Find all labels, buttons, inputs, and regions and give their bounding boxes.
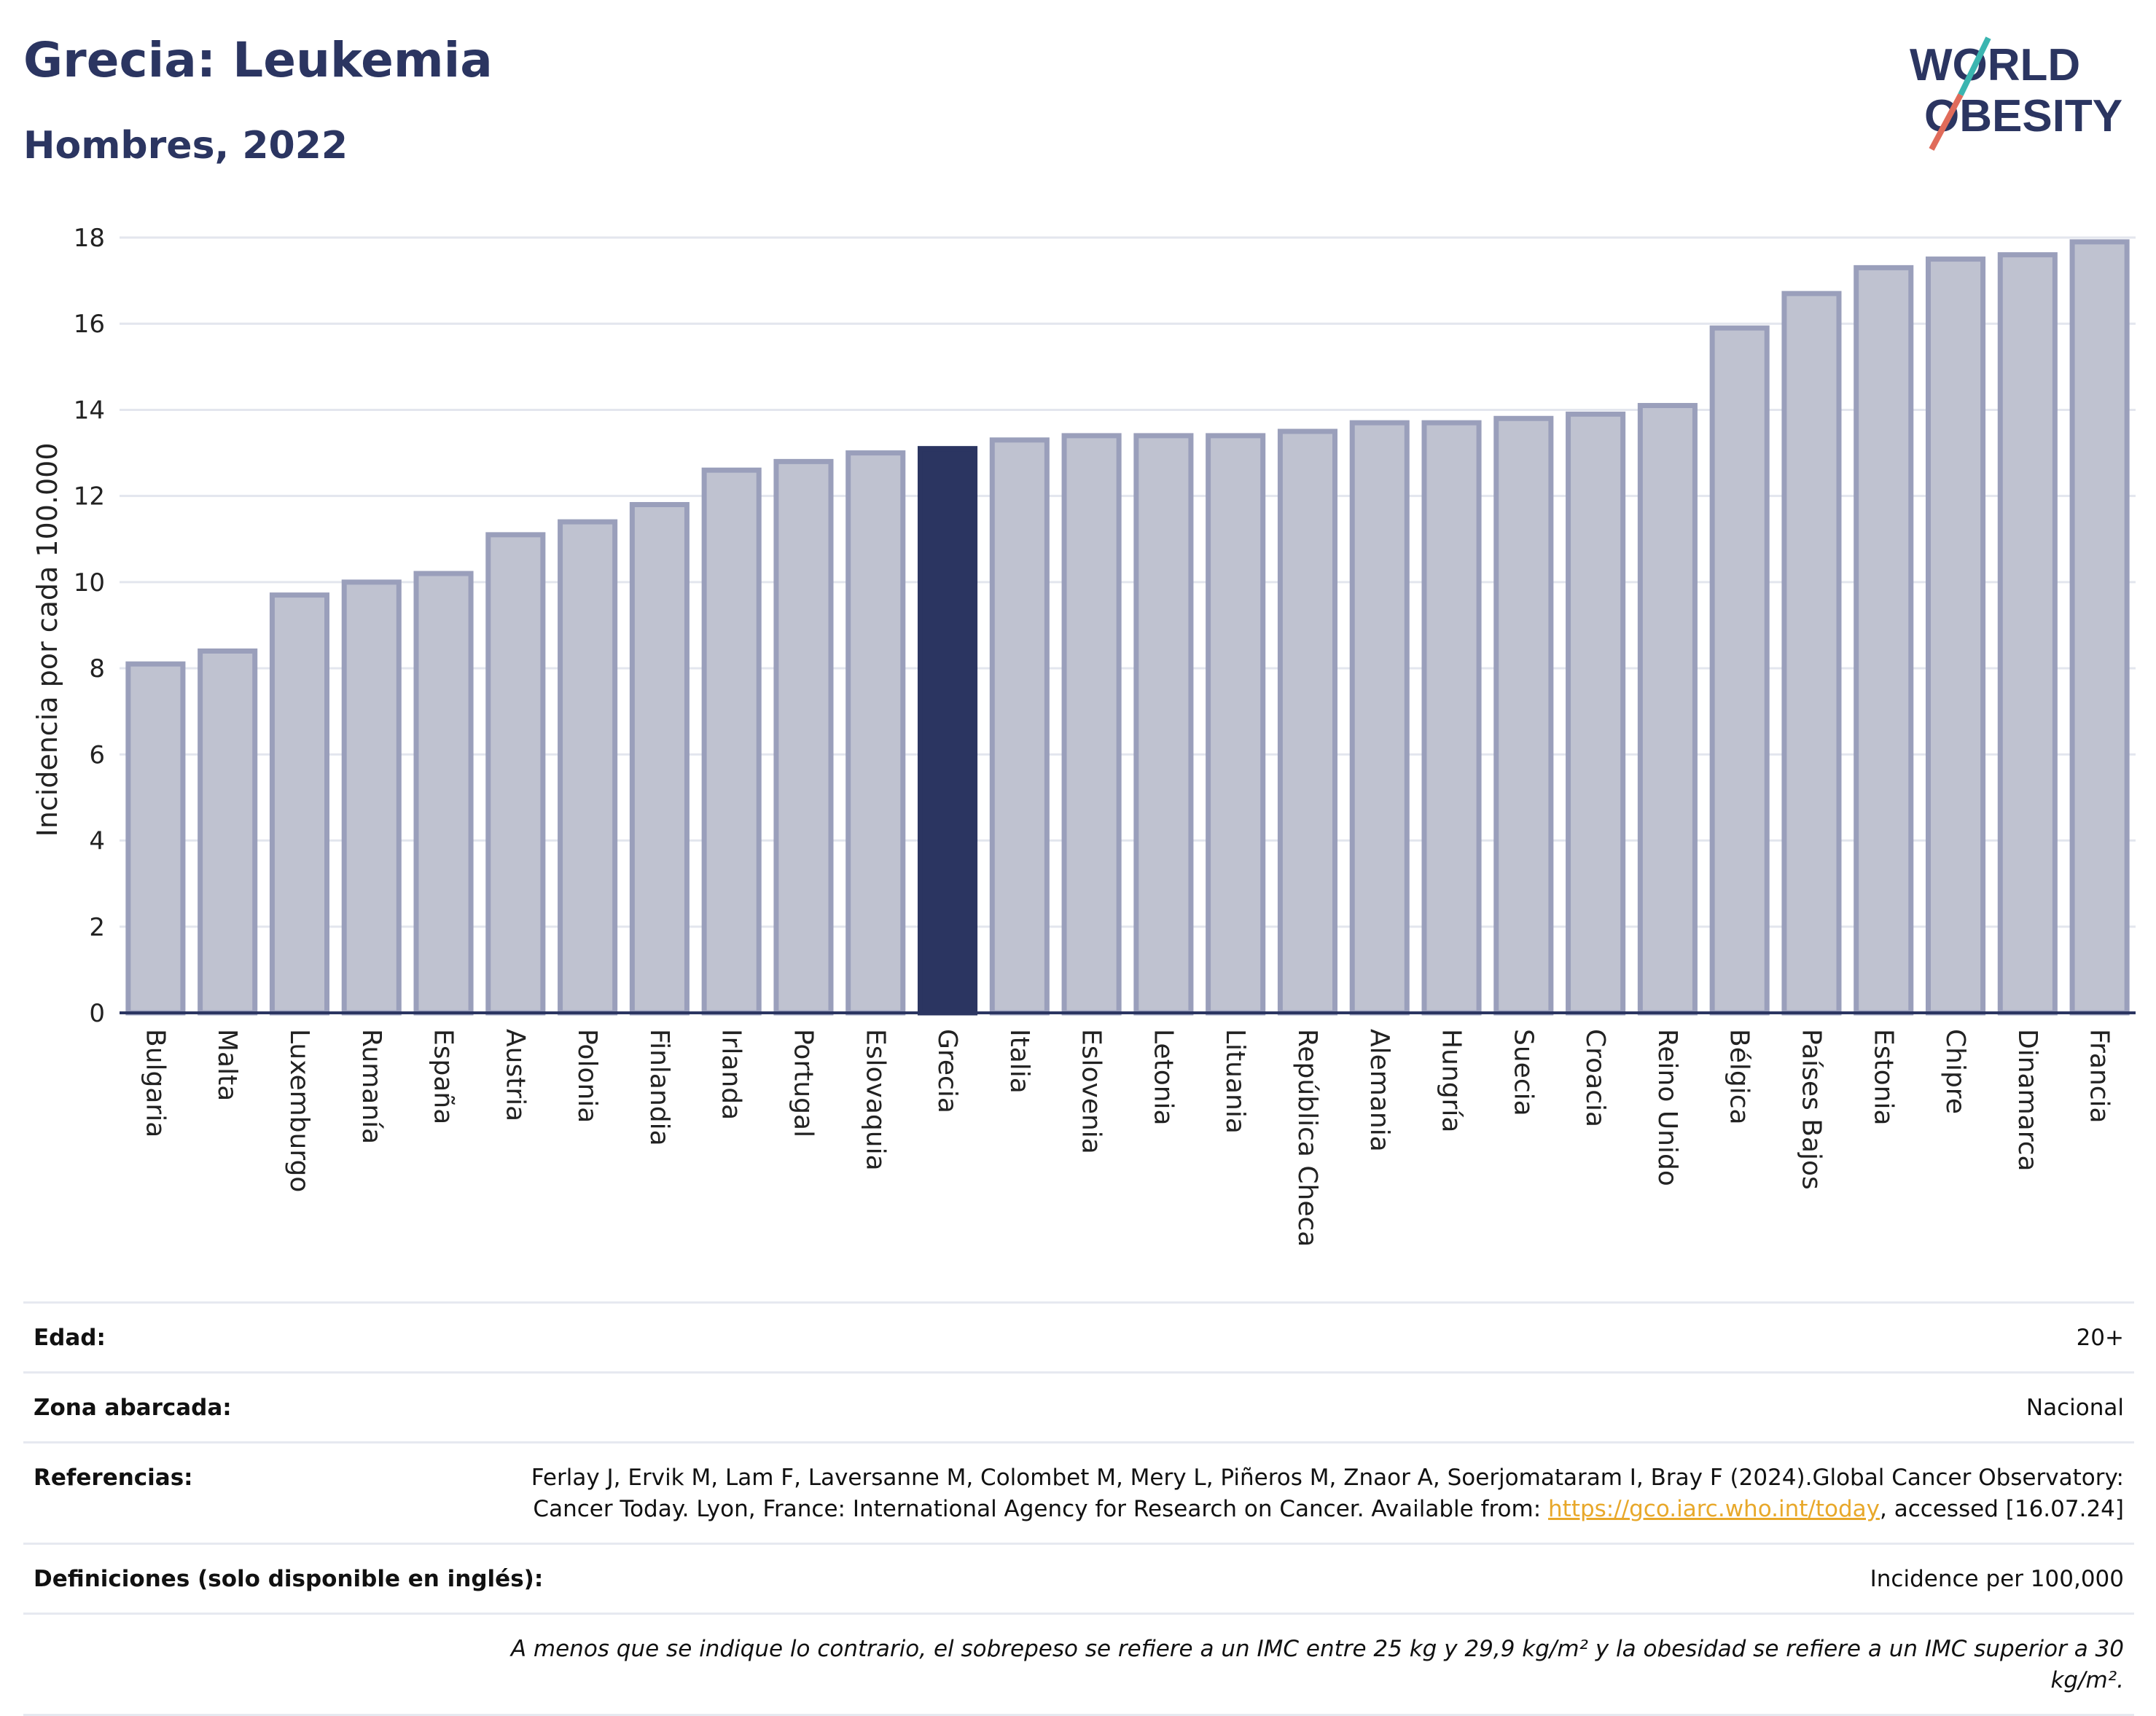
- footnote: A menos que se indique lo contrario, el …: [510, 1636, 2124, 1693]
- y-tick-label: 12: [74, 482, 105, 512]
- y-tick-label: 14: [74, 396, 105, 425]
- bar-suecia: [1493, 415, 1554, 1016]
- y-tick-label: 18: [74, 224, 105, 253]
- bar-finlandia: [629, 501, 690, 1016]
- world-obesity-logo: WORLD OBESITY: [1910, 36, 2122, 151]
- x-tick-label: Reino Unido: [1652, 1029, 1682, 1186]
- meta-row-definiciones: Definiciones (solo disponible en inglés)…: [23, 1543, 2134, 1613]
- x-tick-label: Eslovenia: [1077, 1029, 1106, 1154]
- y-tick-label: 6: [89, 740, 105, 769]
- bar-dinamarca: [1997, 252, 2058, 1016]
- bar-eslovaquia: [845, 450, 906, 1016]
- bar-polonia: [558, 519, 618, 1016]
- bar-eslovenia: [1061, 433, 1122, 1016]
- x-tick-label: Francia: [2085, 1029, 2114, 1124]
- x-tick-label: Croacia: [1580, 1029, 1610, 1127]
- meta-row-zona: Zona abarcada: Nacional: [23, 1371, 2134, 1441]
- x-tick-label: Estonia: [1868, 1029, 1898, 1126]
- bar-luxemburgo: [269, 592, 330, 1016]
- bar-hungría: [1421, 420, 1482, 1016]
- edad-label: Edad:: [34, 1325, 106, 1351]
- bar-croacia: [1566, 411, 1626, 1016]
- y-tick-label: 0: [89, 999, 105, 1028]
- bar-rumanía: [341, 579, 402, 1016]
- def-value: Incidence per 100,000: [1870, 1566, 2124, 1592]
- zona-value: Nacional: [2026, 1395, 2124, 1421]
- y-tick-label: 8: [89, 654, 105, 683]
- y-tick-label: 4: [89, 827, 105, 856]
- meta-row-edad: Edad: 20+: [23, 1301, 2134, 1371]
- logo-slash-teal: [1958, 36, 1991, 96]
- x-tick-label: República Checa: [1292, 1029, 1322, 1247]
- bar-irlanda: [701, 467, 762, 1016]
- x-tick-label: Malta: [212, 1029, 242, 1101]
- x-tick-label: Portugal: [788, 1029, 818, 1137]
- logo-line2: OBESITY: [1924, 91, 2122, 141]
- def-label: Definiciones (solo disponible en inglés)…: [34, 1566, 544, 1592]
- y-axis-label: Incidencia por cada 100.000: [31, 442, 63, 837]
- bar-lituania: [1206, 433, 1266, 1016]
- bar-república-checa: [1277, 428, 1338, 1016]
- x-tick-label: Rumanía: [356, 1029, 386, 1144]
- x-tick-label: Italia: [1004, 1029, 1034, 1094]
- bar-portugal: [773, 458, 834, 1016]
- y-tick-label: 16: [74, 310, 105, 339]
- ref-text-1: Ferlay J, Ervik M, Lam F, Laversanne M, …: [531, 1465, 2124, 1522]
- bar-grecia: [917, 446, 978, 1016]
- x-tick-label: Eslovaquia: [860, 1029, 890, 1171]
- x-tick-label: Lituania: [1220, 1029, 1250, 1134]
- zona-label: Zona abarcada:: [34, 1395, 232, 1421]
- logo-slash-red: [1929, 93, 1964, 151]
- ref-link[interactable]: https://gco.iarc.who.int/today: [1548, 1496, 1880, 1522]
- x-tick-label: Finlandia: [644, 1029, 674, 1146]
- x-tick-label: Luxemburgo: [284, 1029, 314, 1192]
- x-tick-label: España: [429, 1029, 458, 1124]
- ref-label: Referencias:: [34, 1465, 193, 1491]
- x-tick-label: Chipre: [1940, 1029, 1970, 1114]
- page-title: Grecia: Leukemia: [23, 32, 493, 88]
- bar-chipre: [1925, 256, 1986, 1016]
- page-subtitle: Hombres, 2022: [23, 124, 348, 168]
- x-tick-label: Suecia: [1508, 1029, 1538, 1116]
- x-tick-label: Austria: [500, 1029, 530, 1121]
- bar-países-bajos: [1781, 291, 1842, 1016]
- bar-bulgaria: [125, 661, 186, 1016]
- x-tick-label: Bulgaria: [140, 1029, 170, 1137]
- bar-malta: [198, 648, 258, 1016]
- bar-estonia: [1854, 265, 1914, 1016]
- x-tick-label: Bélgica: [1725, 1029, 1754, 1125]
- metadata-table: Edad: 20+ Zona abarcada: Nacional Refere…: [23, 1301, 2134, 1716]
- ref-text-2: , accessed [16.07.24]: [1879, 1496, 2124, 1522]
- y-tick-label: 10: [74, 568, 105, 598]
- bar-italia: [989, 437, 1050, 1016]
- x-tick-label: Irlanda: [716, 1029, 746, 1120]
- bar-alemania: [1349, 420, 1410, 1016]
- x-tick-label: Letonia: [1148, 1029, 1178, 1126]
- x-tick-label: Países Bajos: [1796, 1029, 1826, 1190]
- x-tick-label: Alemania: [1364, 1029, 1394, 1152]
- meta-row-note: A menos que se indique lo contrario, el …: [23, 1613, 2134, 1716]
- x-tick-label: Grecia: [932, 1029, 962, 1113]
- x-tick-label: Dinamarca: [2012, 1029, 2042, 1172]
- bar-bélgica: [1709, 325, 1770, 1016]
- bar-francia: [2069, 239, 2130, 1016]
- logo-line1: WORLD: [1910, 40, 2080, 90]
- bar-reino-unido: [1637, 403, 1698, 1016]
- bar-españa: [413, 571, 474, 1016]
- y-tick-label: 2: [89, 913, 105, 942]
- meta-row-referencias: Referencias: Ferlay J, Ervik M, Lam F, L…: [23, 1441, 2134, 1543]
- ref-value: Ferlay J, Ervik M, Lam F, Laversanne M, …: [448, 1462, 2124, 1525]
- bar-austria: [485, 532, 546, 1016]
- bar-chart: 0 2 4 6 8 10 12 14 16 18 Incidencia por cada 100.0…: [31, 224, 2136, 1247]
- edad-value: 20+: [2076, 1325, 2124, 1351]
- x-tick-label: Polonia: [572, 1029, 602, 1123]
- bar-letonia: [1133, 433, 1194, 1016]
- x-tick-label: Hungría: [1437, 1029, 1466, 1132]
